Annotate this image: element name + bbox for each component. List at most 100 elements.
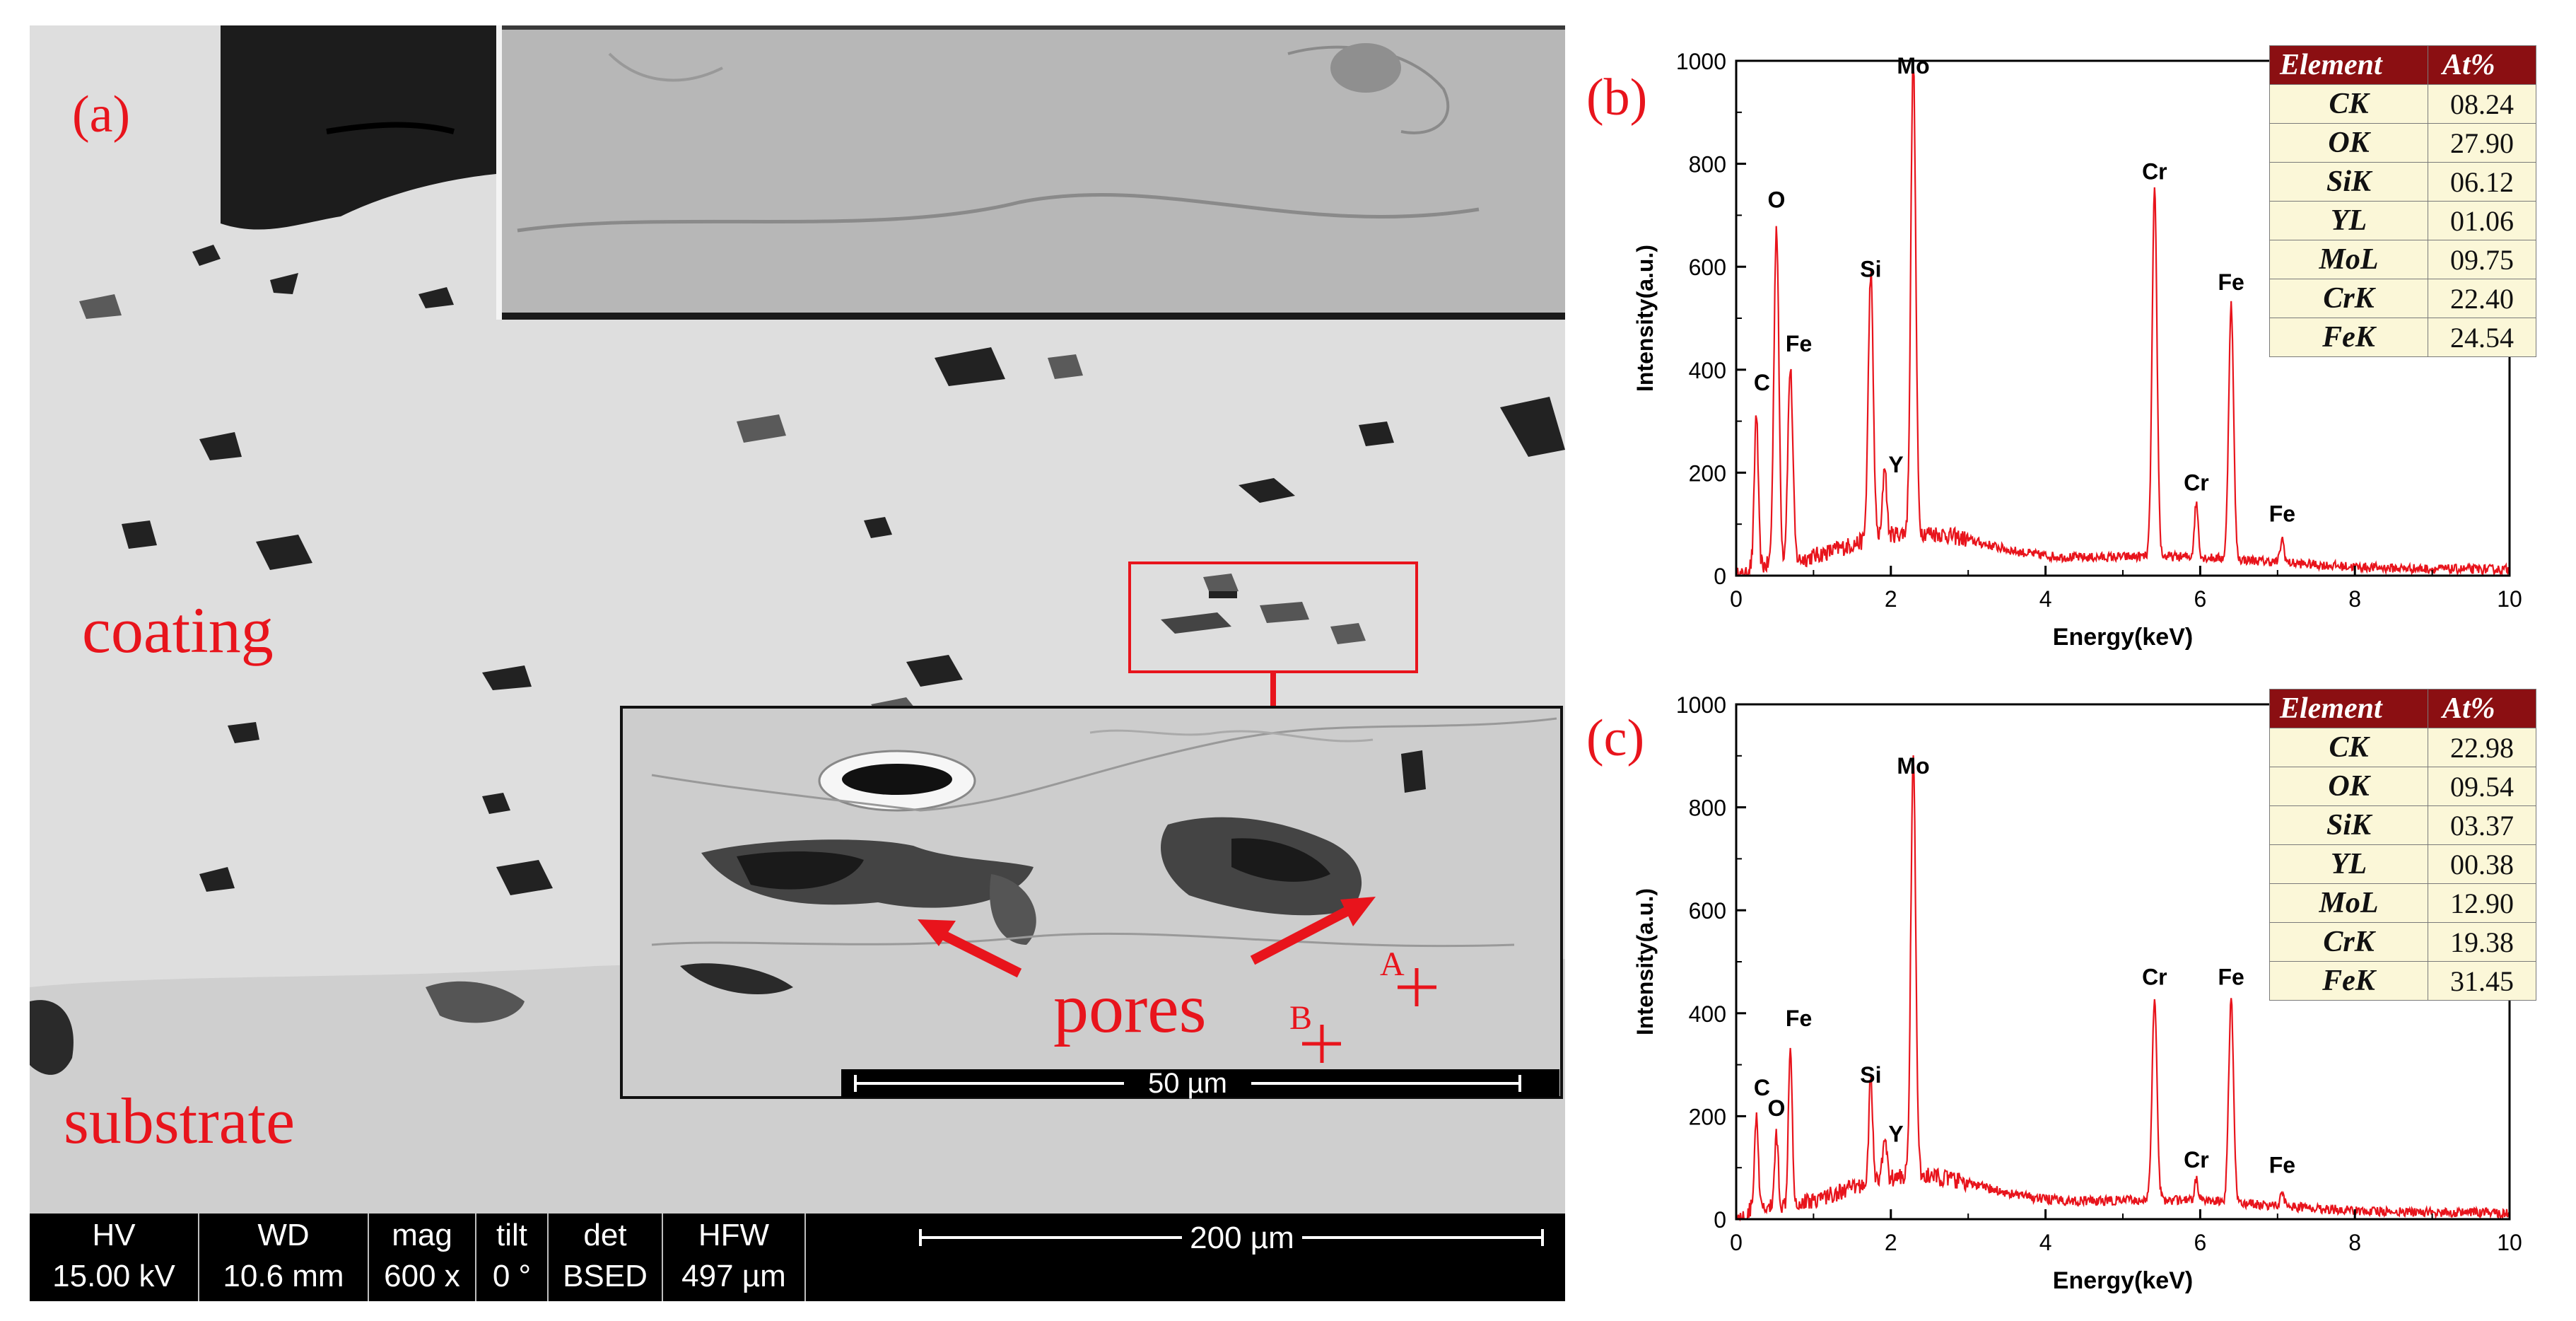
peak-label-fe: Fe xyxy=(2218,965,2244,990)
panel-label-a: (a) xyxy=(72,86,131,144)
peak-label-cr: Cr xyxy=(2142,965,2167,990)
table-header-row: Element At% xyxy=(2269,689,2536,728)
x-axis-label: Energy(keV) xyxy=(2053,624,2193,651)
info-mag: mag 600 x xyxy=(384,1218,460,1293)
element-cell: MoL xyxy=(2269,240,2428,279)
table-row: MoL 09.75 xyxy=(2269,240,2536,279)
x-tick-label: 4 xyxy=(2039,1230,2052,1255)
panel-label-c: (c) xyxy=(1586,709,1645,767)
table-header-element: Element xyxy=(2269,45,2428,85)
eds-table-b: Element At% CK 08.24 OK 27.90 SiK 06.12 YL 01.06 M… xyxy=(2269,45,2536,357)
peak-label-fe: Fe xyxy=(1786,331,1812,356)
x-axis-label: Energy(keV) xyxy=(2053,1267,2193,1294)
main-scale-bar xyxy=(919,1229,1544,1246)
y-tick-label: 400 xyxy=(1689,1001,1726,1027)
table-row: MoL 12.90 xyxy=(2269,883,2536,923)
y-tick-label: 600 xyxy=(1689,898,1726,924)
y-tick-label: 0 xyxy=(1714,1207,1726,1233)
x-tick-label: 0 xyxy=(1730,586,1743,612)
table-row: CrK 19.38 xyxy=(2269,922,2536,962)
y-tick-label: 800 xyxy=(1689,152,1726,178)
at-percent-cell: 19.38 xyxy=(2428,922,2536,962)
y-tick-label: 800 xyxy=(1689,796,1726,821)
y-axis-label: Intensity(a.u.) xyxy=(1632,888,1658,1035)
table-row: OK 27.90 xyxy=(2269,123,2536,163)
point-b-label: B xyxy=(1289,999,1313,1037)
y-tick-label: 1000 xyxy=(1676,49,1726,74)
element-cell: YL xyxy=(2269,201,2428,240)
table-row: OK 09.54 xyxy=(2269,767,2536,806)
pores-label: pores xyxy=(1053,969,1207,1047)
x-tick-label: 0 xyxy=(1730,1230,1743,1255)
at-percent-cell: 09.54 xyxy=(2428,767,2536,806)
at-percent-cell: 01.06 xyxy=(2428,201,2536,240)
x-tick-label: 10 xyxy=(2497,586,2522,612)
x-tick-label: 10 xyxy=(2497,1230,2522,1255)
y-tick-label: 400 xyxy=(1689,358,1726,383)
peak-label-cr: Cr xyxy=(2184,470,2209,496)
peak-label-o: O xyxy=(1767,187,1785,212)
y-tick-label: 0 xyxy=(1714,564,1726,589)
element-cell: MoL xyxy=(2269,883,2428,923)
table-header-row: Element At% xyxy=(2269,45,2536,85)
element-cell: FeK xyxy=(2269,961,2428,1001)
element-cell: SiK xyxy=(2269,162,2428,202)
table-header-at-percent: At% xyxy=(2428,689,2536,728)
table-header-element: Element xyxy=(2269,689,2428,728)
y-axis-label: Intensity(a.u.) xyxy=(1632,245,1658,392)
element-cell: FeK xyxy=(2269,318,2428,357)
element-cell: YL xyxy=(2269,844,2428,884)
info-tilt: tilt 0 ° xyxy=(492,1218,532,1293)
at-percent-cell: 03.37 xyxy=(2428,805,2536,845)
at-percent-cell: 24.54 xyxy=(2428,318,2536,357)
panel-label-b: (b) xyxy=(1586,69,1648,127)
x-tick-label: 2 xyxy=(1885,586,1897,612)
x-tick-label: 4 xyxy=(2039,586,2052,612)
x-tick-label: 2 xyxy=(1885,1230,1897,1255)
peak-label-si: Si xyxy=(1860,257,1881,282)
info-hfw: HFW 497 µm xyxy=(681,1218,786,1293)
info-det: det BSED xyxy=(563,1218,648,1293)
spectrum-line xyxy=(1735,67,2511,577)
main-scale-bar-label: 200 µm xyxy=(1190,1221,1294,1255)
table-row: YL 01.06 xyxy=(2269,201,2536,240)
at-percent-cell: 00.38 xyxy=(2428,844,2536,884)
peak-label-fe: Fe xyxy=(2218,269,2244,295)
element-cell: CrK xyxy=(2269,279,2428,318)
eds-table-c: Element At% CK 22.98 OK 09.54 SiK 03.37 YL 00.38 M… xyxy=(2269,689,2536,1001)
table-row: YL 00.38 xyxy=(2269,844,2536,884)
y-tick-label: 200 xyxy=(1689,460,1726,486)
peak-label-fe: Fe xyxy=(2269,1152,2295,1177)
y-tick-label: 200 xyxy=(1689,1104,1726,1129)
sem-image xyxy=(30,25,1565,1214)
peak-label-cr: Cr xyxy=(2142,158,2167,184)
table-row: FeK 24.54 xyxy=(2269,318,2536,357)
x-tick-label: 8 xyxy=(2348,586,2361,612)
peak-label-cr: Cr xyxy=(2184,1147,2209,1172)
sem-info-bar: HV 15.00 kV WD 10.6 mm mag 600 x tilt 0 ° de… xyxy=(30,1214,1565,1301)
table-row: CK 08.24 xyxy=(2269,84,2536,124)
element-cell: OK xyxy=(2269,767,2428,806)
table-header-at-percent: At% xyxy=(2428,45,2536,85)
sem-micrograph: (a) coating substrate pores A B 50 µm xyxy=(30,25,1565,1214)
info-wd: WD 10.6 mm xyxy=(223,1218,344,1293)
eds-spectrum-chart-c: 0 200 400 600 800 1000 0 2 4 6 8 10 Energy(keV) Inten… xyxy=(1632,692,2522,1294)
point-a-label: A xyxy=(1380,945,1405,983)
element-cell: SiK xyxy=(2269,805,2428,845)
at-percent-cell: 27.90 xyxy=(2428,123,2536,163)
peak-label-fe: Fe xyxy=(2269,501,2295,526)
at-percent-cell: 06.12 xyxy=(2428,162,2536,202)
element-cell: OK xyxy=(2269,123,2428,163)
at-percent-cell: 12.90 xyxy=(2428,883,2536,923)
x-tick-label: 6 xyxy=(2194,586,2207,612)
peak-label-o: O xyxy=(1767,1095,1785,1121)
x-tick-label: 6 xyxy=(2194,1230,2207,1255)
element-cell: CrK xyxy=(2269,922,2428,962)
y-tick-label: 600 xyxy=(1689,255,1726,280)
element-cell: CK xyxy=(2269,84,2428,124)
peak-label-c: C xyxy=(1754,1075,1770,1100)
peak-label-y: Y xyxy=(1888,1122,1903,1147)
table-row: SiK 06.12 xyxy=(2269,162,2536,202)
peak-label-si: Si xyxy=(1860,1062,1881,1088)
table-row: CK 22.98 xyxy=(2269,728,2536,767)
